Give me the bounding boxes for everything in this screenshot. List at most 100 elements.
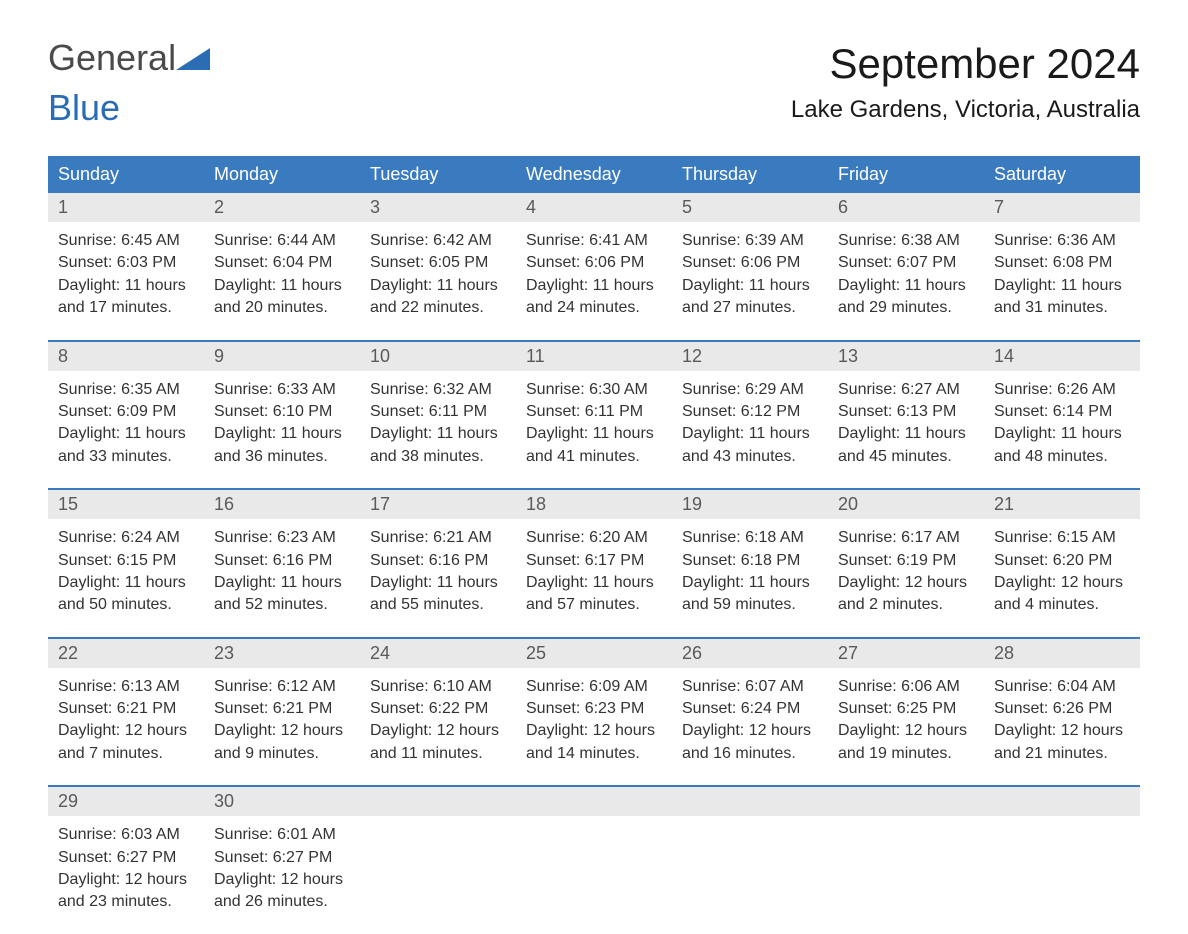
day-number-cell: 17 (360, 490, 516, 519)
calendar-table: SundayMondayTuesdayWednesdayThursdayFrid… (48, 156, 1140, 934)
day-number-cell: 27 (828, 639, 984, 668)
sunrise-line: Sunrise: 6:26 AM (994, 379, 1130, 401)
sunrise-line: Sunrise: 6:20 AM (526, 527, 662, 549)
daylight-line: Daylight: 12 hours and 9 minutes. (214, 720, 350, 765)
daylight-line: Daylight: 11 hours and 43 minutes. (682, 423, 818, 468)
day-detail-cell: Sunrise: 6:21 AMSunset: 6:16 PMDaylight:… (360, 519, 516, 638)
day-detail-cell: Sunrise: 6:04 AMSunset: 6:26 PMDaylight:… (984, 668, 1140, 787)
daylight-line: Daylight: 11 hours and 41 minutes. (526, 423, 662, 468)
day-number-cell: 10 (360, 342, 516, 371)
daylight-line: Daylight: 11 hours and 31 minutes. (994, 275, 1130, 320)
daylight-line: Daylight: 12 hours and 2 minutes. (838, 572, 974, 617)
sunset-line: Sunset: 6:24 PM (682, 698, 818, 720)
daylight-line: Daylight: 11 hours and 33 minutes. (58, 423, 194, 468)
day-number-cell: 1 (48, 193, 204, 222)
day-detail-cell: Sunrise: 6:35 AMSunset: 6:09 PMDaylight:… (48, 371, 204, 490)
sunrise-line: Sunrise: 6:17 AM (838, 527, 974, 549)
sunrise-line: Sunrise: 6:23 AM (214, 527, 350, 549)
day-header: Monday (204, 156, 360, 193)
sunset-line: Sunset: 6:06 PM (526, 252, 662, 274)
day-number-cell: 8 (48, 342, 204, 371)
day-number-cell (984, 787, 1140, 816)
day-detail-cell: Sunrise: 6:06 AMSunset: 6:25 PMDaylight:… (828, 668, 984, 787)
day-detail-cell: Sunrise: 6:03 AMSunset: 6:27 PMDaylight:… (48, 816, 204, 934)
daylight-line: Daylight: 11 hours and 29 minutes. (838, 275, 974, 320)
day-detail-cell: Sunrise: 6:44 AMSunset: 6:04 PMDaylight:… (204, 222, 360, 341)
day-detail-cell (516, 816, 672, 934)
daylight-line: Daylight: 12 hours and 11 minutes. (370, 720, 506, 765)
sunset-line: Sunset: 6:04 PM (214, 252, 350, 274)
day-header: Tuesday (360, 156, 516, 193)
day-detail-cell: Sunrise: 6:20 AMSunset: 6:17 PMDaylight:… (516, 519, 672, 638)
sunset-line: Sunset: 6:08 PM (994, 252, 1130, 274)
day-header: Saturday (984, 156, 1140, 193)
sunrise-line: Sunrise: 6:13 AM (58, 676, 194, 698)
day-number-cell: 4 (516, 193, 672, 222)
day-detail-cell: Sunrise: 6:24 AMSunset: 6:15 PMDaylight:… (48, 519, 204, 638)
sunset-line: Sunset: 6:16 PM (370, 550, 506, 572)
sunset-line: Sunset: 6:10 PM (214, 401, 350, 423)
sunset-line: Sunset: 6:06 PM (682, 252, 818, 274)
day-detail-cell (828, 816, 984, 934)
sunset-line: Sunset: 6:07 PM (838, 252, 974, 274)
day-detail-cell: Sunrise: 6:33 AMSunset: 6:10 PMDaylight:… (204, 371, 360, 490)
day-detail-cell (984, 816, 1140, 934)
daylight-line: Daylight: 11 hours and 27 minutes. (682, 275, 818, 320)
sunrise-line: Sunrise: 6:32 AM (370, 379, 506, 401)
sunset-line: Sunset: 6:26 PM (994, 698, 1130, 720)
sunset-line: Sunset: 6:09 PM (58, 401, 194, 423)
day-number-cell: 24 (360, 639, 516, 668)
sunrise-line: Sunrise: 6:45 AM (58, 230, 194, 252)
day-number-cell: 16 (204, 490, 360, 519)
day-number-cell (516, 787, 672, 816)
sunrise-line: Sunrise: 6:35 AM (58, 379, 194, 401)
day-number-cell: 20 (828, 490, 984, 519)
day-number-cell: 25 (516, 639, 672, 668)
sunrise-line: Sunrise: 6:33 AM (214, 379, 350, 401)
day-number-cell: 22 (48, 639, 204, 668)
day-number-cell: 3 (360, 193, 516, 222)
sunrise-line: Sunrise: 6:44 AM (214, 230, 350, 252)
day-header: Friday (828, 156, 984, 193)
sunset-line: Sunset: 6:11 PM (526, 401, 662, 423)
sunset-line: Sunset: 6:16 PM (214, 550, 350, 572)
day-detail-cell: Sunrise: 6:38 AMSunset: 6:07 PMDaylight:… (828, 222, 984, 341)
sunset-line: Sunset: 6:14 PM (994, 401, 1130, 423)
daylight-line: Daylight: 11 hours and 50 minutes. (58, 572, 194, 617)
daylight-line: Daylight: 11 hours and 17 minutes. (58, 275, 194, 320)
sunset-line: Sunset: 6:20 PM (994, 550, 1130, 572)
daylight-line: Daylight: 11 hours and 36 minutes. (214, 423, 350, 468)
sunset-line: Sunset: 6:12 PM (682, 401, 818, 423)
sunset-line: Sunset: 6:05 PM (370, 252, 506, 274)
sunrise-line: Sunrise: 6:03 AM (58, 824, 194, 846)
daylight-line: Daylight: 11 hours and 55 minutes. (370, 572, 506, 617)
sunrise-line: Sunrise: 6:07 AM (682, 676, 818, 698)
day-number-cell: 12 (672, 342, 828, 371)
day-detail-cell: Sunrise: 6:15 AMSunset: 6:20 PMDaylight:… (984, 519, 1140, 638)
sunrise-line: Sunrise: 6:27 AM (838, 379, 974, 401)
sunset-line: Sunset: 6:22 PM (370, 698, 506, 720)
sunrise-line: Sunrise: 6:09 AM (526, 676, 662, 698)
day-detail-cell: Sunrise: 6:18 AMSunset: 6:18 PMDaylight:… (672, 519, 828, 638)
day-detail-cell: Sunrise: 6:12 AMSunset: 6:21 PMDaylight:… (204, 668, 360, 787)
daylight-line: Daylight: 12 hours and 19 minutes. (838, 720, 974, 765)
day-number-cell: 7 (984, 193, 1140, 222)
sunset-line: Sunset: 6:17 PM (526, 550, 662, 572)
day-detail-cell: Sunrise: 6:01 AMSunset: 6:27 PMDaylight:… (204, 816, 360, 934)
day-number-cell: 18 (516, 490, 672, 519)
day-detail-cell: Sunrise: 6:32 AMSunset: 6:11 PMDaylight:… (360, 371, 516, 490)
day-detail-cell: Sunrise: 6:39 AMSunset: 6:06 PMDaylight:… (672, 222, 828, 341)
day-number-cell: 11 (516, 342, 672, 371)
sunrise-line: Sunrise: 6:38 AM (838, 230, 974, 252)
day-number-row: 22232425262728 (48, 639, 1140, 668)
day-number-cell: 26 (672, 639, 828, 668)
sunrise-line: Sunrise: 6:36 AM (994, 230, 1130, 252)
sunrise-line: Sunrise: 6:18 AM (682, 527, 818, 549)
day-detail-cell: Sunrise: 6:26 AMSunset: 6:14 PMDaylight:… (984, 371, 1140, 490)
sunrise-line: Sunrise: 6:39 AM (682, 230, 818, 252)
day-detail-cell: Sunrise: 6:45 AMSunset: 6:03 PMDaylight:… (48, 222, 204, 341)
sunrise-line: Sunrise: 6:04 AM (994, 676, 1130, 698)
header: General Blue September 2024 Lake Gardens… (48, 40, 1140, 136)
daylight-line: Daylight: 12 hours and 21 minutes. (994, 720, 1130, 765)
day-detail-cell: Sunrise: 6:36 AMSunset: 6:08 PMDaylight:… (984, 222, 1140, 341)
